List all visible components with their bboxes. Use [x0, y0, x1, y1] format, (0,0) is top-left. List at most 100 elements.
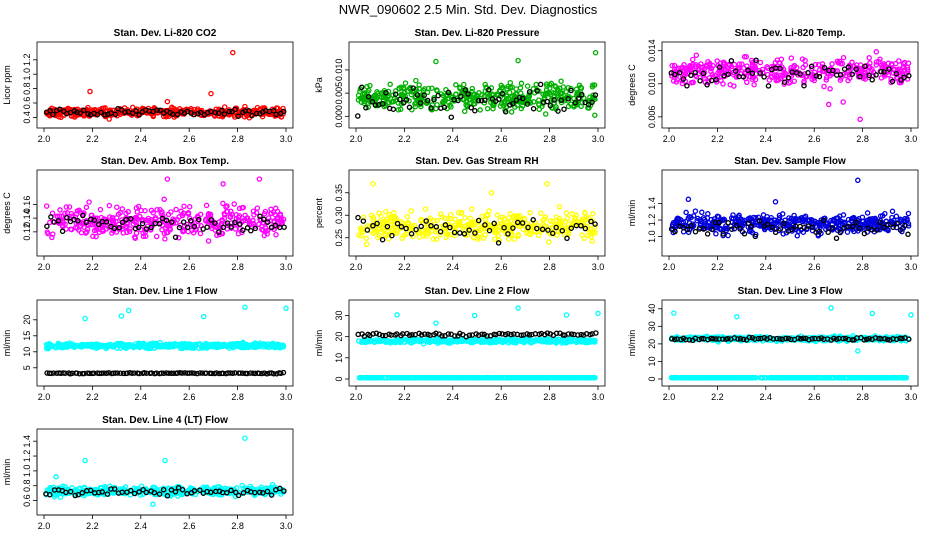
y-tick-label: 0.14: [22, 209, 32, 227]
data-point: [690, 61, 696, 68]
data-point: [862, 63, 868, 70]
outlier-point: [828, 305, 834, 311]
outlier-point: [488, 190, 495, 196]
data-point: [714, 58, 720, 64]
x-tick-label: 2.0: [350, 262, 363, 272]
data-point: [232, 226, 239, 232]
data-point: [534, 225, 540, 232]
data-point: [777, 65, 783, 72]
data-point: [388, 99, 395, 105]
data-point: [401, 99, 407, 106]
data-point: [708, 77, 715, 84]
data-point: [129, 104, 136, 111]
x-tick-label: 2.2: [398, 134, 411, 144]
x-tick-label: 3.0: [905, 392, 918, 402]
data-point: [274, 215, 280, 221]
data-point: [77, 110, 83, 116]
data-point: [445, 89, 452, 96]
data-point: [90, 233, 96, 240]
x-tick-label: 2.0: [38, 134, 51, 144]
y-tick-label: 0.25: [334, 229, 344, 247]
y-tick-label: 20: [647, 339, 657, 349]
data-point: [380, 100, 386, 107]
y-axis-label: Licor ppm: [2, 65, 12, 105]
data-point: [413, 77, 419, 84]
data-point: [743, 53, 749, 60]
data-point: [575, 95, 582, 101]
outlier-point: [685, 196, 692, 203]
x-tick-label: 2.4: [447, 134, 460, 144]
data-point: [889, 214, 895, 221]
points-group: [668, 49, 912, 123]
data-point: [558, 97, 565, 104]
data-point: [704, 82, 710, 88]
outlier-point: [471, 312, 478, 319]
data-point: [462, 87, 469, 93]
data-point: [524, 101, 531, 107]
data-point: [468, 206, 475, 212]
outlier-point: [208, 90, 214, 97]
data-point: [794, 233, 801, 239]
data-point: [490, 105, 496, 112]
data-point: [845, 64, 852, 70]
data-point: [402, 80, 409, 86]
data-point: [497, 87, 503, 94]
data-point: [437, 211, 444, 217]
data-point: [553, 214, 560, 220]
data-point: [555, 108, 561, 114]
data-point: [403, 97, 410, 103]
data-point: [534, 88, 540, 94]
data-point: [556, 204, 563, 210]
data-point: [417, 100, 424, 106]
data-point: [808, 63, 815, 70]
data-point: [136, 112, 142, 118]
data-point: [97, 206, 104, 213]
x-tick-label: 3.0: [592, 392, 605, 402]
data-point: [837, 72, 844, 78]
x-tick-label: 2.8: [856, 392, 869, 402]
data-point: [256, 221, 262, 228]
data-point: [578, 84, 584, 91]
data-point: [102, 112, 108, 118]
data-point: [886, 66, 892, 72]
data-point: [355, 92, 362, 99]
outlier-point: [230, 49, 236, 56]
y-axis-label: ml/min: [314, 330, 324, 357]
x-tick-label: 2.0: [350, 134, 363, 144]
data-point: [869, 226, 875, 233]
y-tick-label: 0.12: [22, 223, 32, 241]
data-point: [565, 221, 572, 227]
outlier-point: [592, 49, 599, 56]
y-axis-label: kPa: [314, 77, 324, 93]
data-point: [132, 235, 138, 241]
data-point: [693, 52, 700, 59]
data-point: [563, 89, 569, 95]
data-point: [495, 240, 502, 246]
data-point: [866, 72, 872, 79]
x-tick-label: 2.0: [38, 392, 51, 402]
data-point: [453, 91, 459, 98]
points-group: [355, 49, 599, 120]
data-point: [254, 104, 261, 111]
data-point: [472, 107, 478, 114]
data-point: [728, 58, 735, 64]
data-point: [150, 209, 156, 216]
data-point: [421, 92, 427, 99]
data-point: [705, 211, 711, 217]
outlier-point: [87, 88, 93, 95]
panel-title: Stan. Dev. Line 1 Flow: [113, 286, 218, 297]
data-point: [197, 211, 204, 218]
data-point: [383, 90, 389, 96]
data-point: [277, 211, 284, 217]
data-point: [741, 231, 748, 237]
data-point: [829, 61, 835, 67]
data-point: [254, 205, 261, 211]
data-point: [857, 73, 863, 80]
plot-frame: [348, 41, 606, 129]
x-tick-label: 3.0: [280, 392, 293, 402]
data-point: [720, 81, 726, 87]
points-group: [355, 181, 599, 248]
data-point: [403, 225, 409, 232]
outlier-point: [118, 313, 125, 319]
y-axis-label: degrees C: [2, 192, 12, 234]
